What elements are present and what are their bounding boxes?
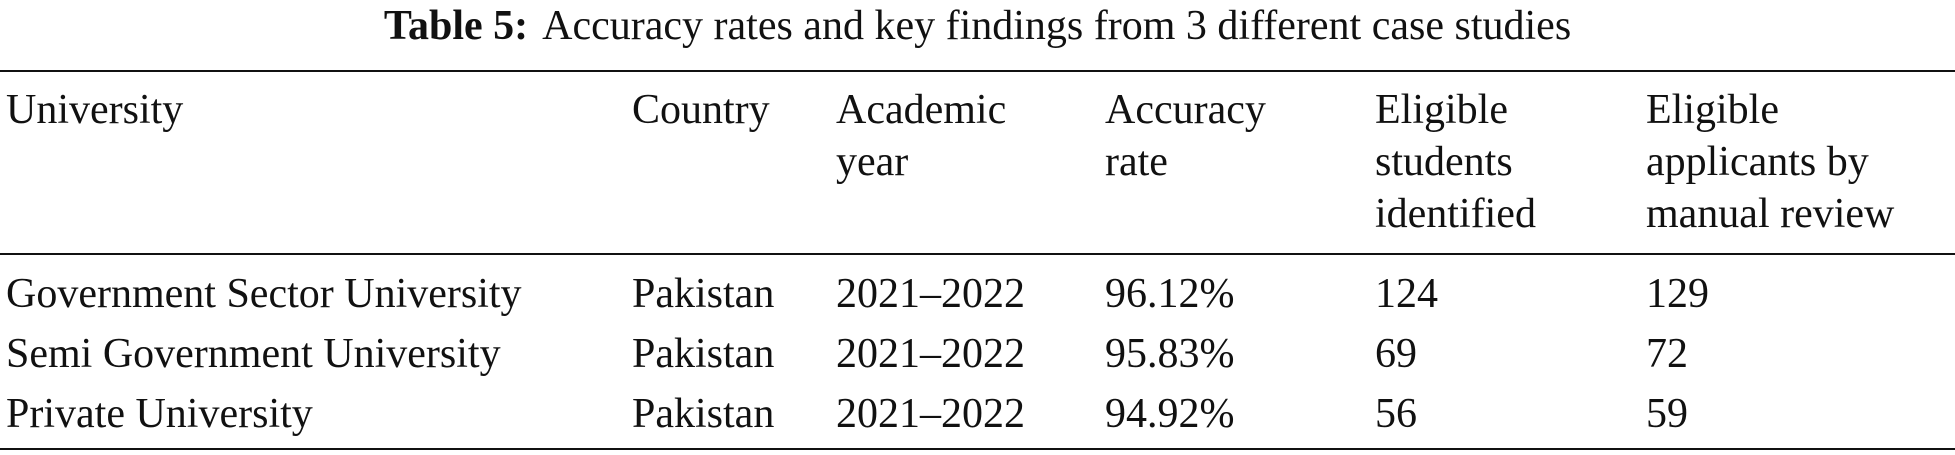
table-cell: 2021–2022 (836, 271, 1025, 317)
table-cell: Government Sector University (6, 271, 522, 317)
table-caption: Table 5: Accuracy rates and key findings … (0, 0, 1955, 52)
header-cell: Academic (836, 87, 1007, 133)
header-cell: applicants by (1646, 139, 1869, 185)
table-cell: 94.92% (1105, 391, 1235, 437)
table-cell: 2021–2022 (836, 331, 1025, 377)
table-cell: 129 (1646, 271, 1709, 317)
header-cell: year (836, 139, 909, 185)
table-cell: Private University (6, 391, 313, 437)
table-cell: 95.83% (1105, 331, 1235, 377)
table-cell: 56 (1375, 391, 1417, 437)
header-cell: Eligible (1646, 87, 1779, 133)
table-cell: Pakistan (632, 331, 775, 377)
table-cell: 124 (1375, 271, 1438, 317)
caption-label: Table 5: (383, 3, 529, 49)
table-cell: 72 (1646, 331, 1688, 377)
header-cell: Accuracy (1105, 87, 1266, 133)
header-cell: University (6, 87, 184, 133)
header-cell: Country (632, 87, 770, 133)
caption-text: Accuracy rates and key findings from 3 d… (542, 3, 1572, 49)
table-cell: 59 (1646, 391, 1688, 437)
table-cell: 69 (1375, 331, 1417, 377)
mid-rule (0, 253, 1955, 255)
table-cell: 2021–2022 (836, 391, 1025, 437)
header-cell: Eligible (1375, 87, 1508, 133)
top-rule (0, 70, 1955, 72)
table-cell: Pakistan (632, 271, 775, 317)
header-cell: identified (1375, 191, 1536, 237)
table-cell: Pakistan (632, 391, 775, 437)
table-cell: 96.12% (1105, 271, 1235, 317)
header-cell: students (1375, 139, 1513, 185)
header-cell: manual review (1646, 191, 1895, 237)
table-cell: Semi Government University (6, 331, 501, 377)
header-cell: rate (1105, 139, 1168, 185)
bottom-rule (0, 448, 1955, 450)
